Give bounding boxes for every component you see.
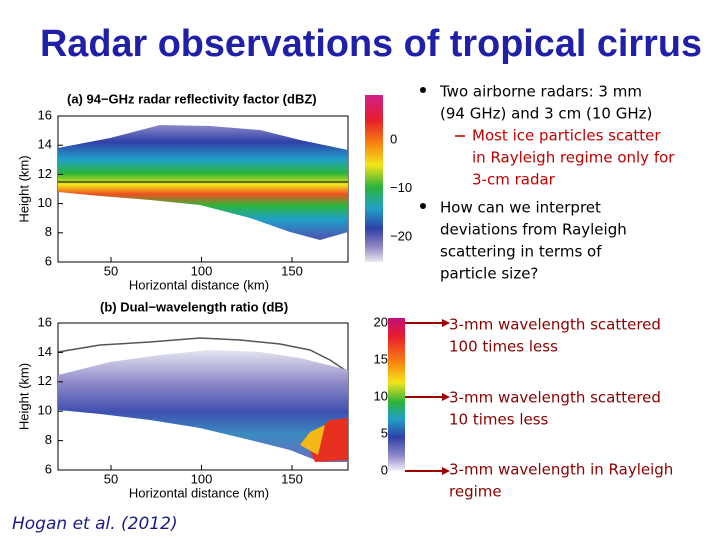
colorbar-tick-label: −20 <box>390 228 412 243</box>
colorbar <box>388 318 405 471</box>
citation: Hogan et al. (2012) <box>12 514 178 534</box>
y-tick-label: 14 <box>38 344 52 359</box>
cloud-top-contour <box>57 337 349 373</box>
y-tick-label: 14 <box>38 137 52 152</box>
y-axis-label: Height (km) <box>16 363 31 430</box>
colorbar-tick-label: 20 <box>374 314 388 329</box>
y-tick-label: 10 <box>38 195 52 210</box>
panel-title: (b) Dual−wavelength ratio (dB) <box>100 299 288 314</box>
slide-title: Radar observations of tropical cirrus <box>40 23 702 65</box>
colorbar-tick-label: 0 <box>390 131 397 146</box>
bullet-text: How can we interpret <box>440 199 601 217</box>
y-tick-label: 16 <box>38 314 52 329</box>
x-tick-label: 100 <box>191 471 213 486</box>
x-tick-label: 50 <box>104 263 118 278</box>
panel-title: (a) 94−GHz radar reflectivity factor (dB… <box>67 91 317 106</box>
sub-bullet-text: 3-cm radar <box>472 171 556 189</box>
x-axis-label: Horizontal distance (km) <box>129 277 269 292</box>
annotation: 3-mm wavelength scattered <box>449 316 661 334</box>
sub-bullet-text: in Rayleigh regime only for <box>472 149 675 167</box>
bullet-text: Two airborne radars: 3 mm <box>439 83 642 101</box>
annotation: regime <box>449 483 502 501</box>
colorbar-tick-label: 0 <box>381 462 388 477</box>
y-axis-label: Height (km) <box>16 155 31 222</box>
y-tick-label: 6 <box>45 461 52 476</box>
bullet-text: (94 GHz) and 3 cm (10 GHz) <box>440 105 652 123</box>
y-tick-label: 8 <box>45 432 52 447</box>
x-tick-label: 150 <box>281 263 303 278</box>
annotation: 3-mm wavelength scattered <box>449 389 661 407</box>
y-tick-label: 6 <box>45 253 52 268</box>
radar-echo <box>58 350 348 462</box>
bullet-marker <box>420 203 426 209</box>
colorbar-tick-label: 15 <box>374 351 388 366</box>
bullet-text: scattering in terms of <box>440 243 602 261</box>
y-tick-label: 8 <box>45 224 52 239</box>
y-tick-label: 12 <box>38 166 52 181</box>
y-tick-label: 12 <box>38 373 52 388</box>
colorbar-tick-label: 5 <box>381 425 388 440</box>
colorbar <box>365 95 383 262</box>
x-tick-label: 100 <box>191 263 213 278</box>
y-tick-label: 10 <box>38 403 52 418</box>
colorbar-tick-label: −10 <box>390 180 412 195</box>
x-axis-label: Horizontal distance (km) <box>129 485 269 500</box>
y-tick-label: 16 <box>38 107 52 122</box>
colorbar-tick-label: 10 <box>374 388 388 403</box>
x-tick-label: 50 <box>104 471 118 486</box>
large-particle-region <box>300 425 325 455</box>
annotation: 3-mm wavelength in Rayleigh <box>449 461 673 479</box>
arrows <box>405 319 450 475</box>
annotation: 100 times less <box>449 338 558 356</box>
sub-bullet-text: Most ice particles scatter <box>472 127 661 145</box>
annotation: 10 times less <box>449 411 549 429</box>
x-tick-label: 150 <box>281 471 303 486</box>
bullet-text: deviations from Rayleigh <box>440 221 627 239</box>
bullet-text: particle size? <box>440 265 538 283</box>
bullet-marker <box>420 87 426 93</box>
